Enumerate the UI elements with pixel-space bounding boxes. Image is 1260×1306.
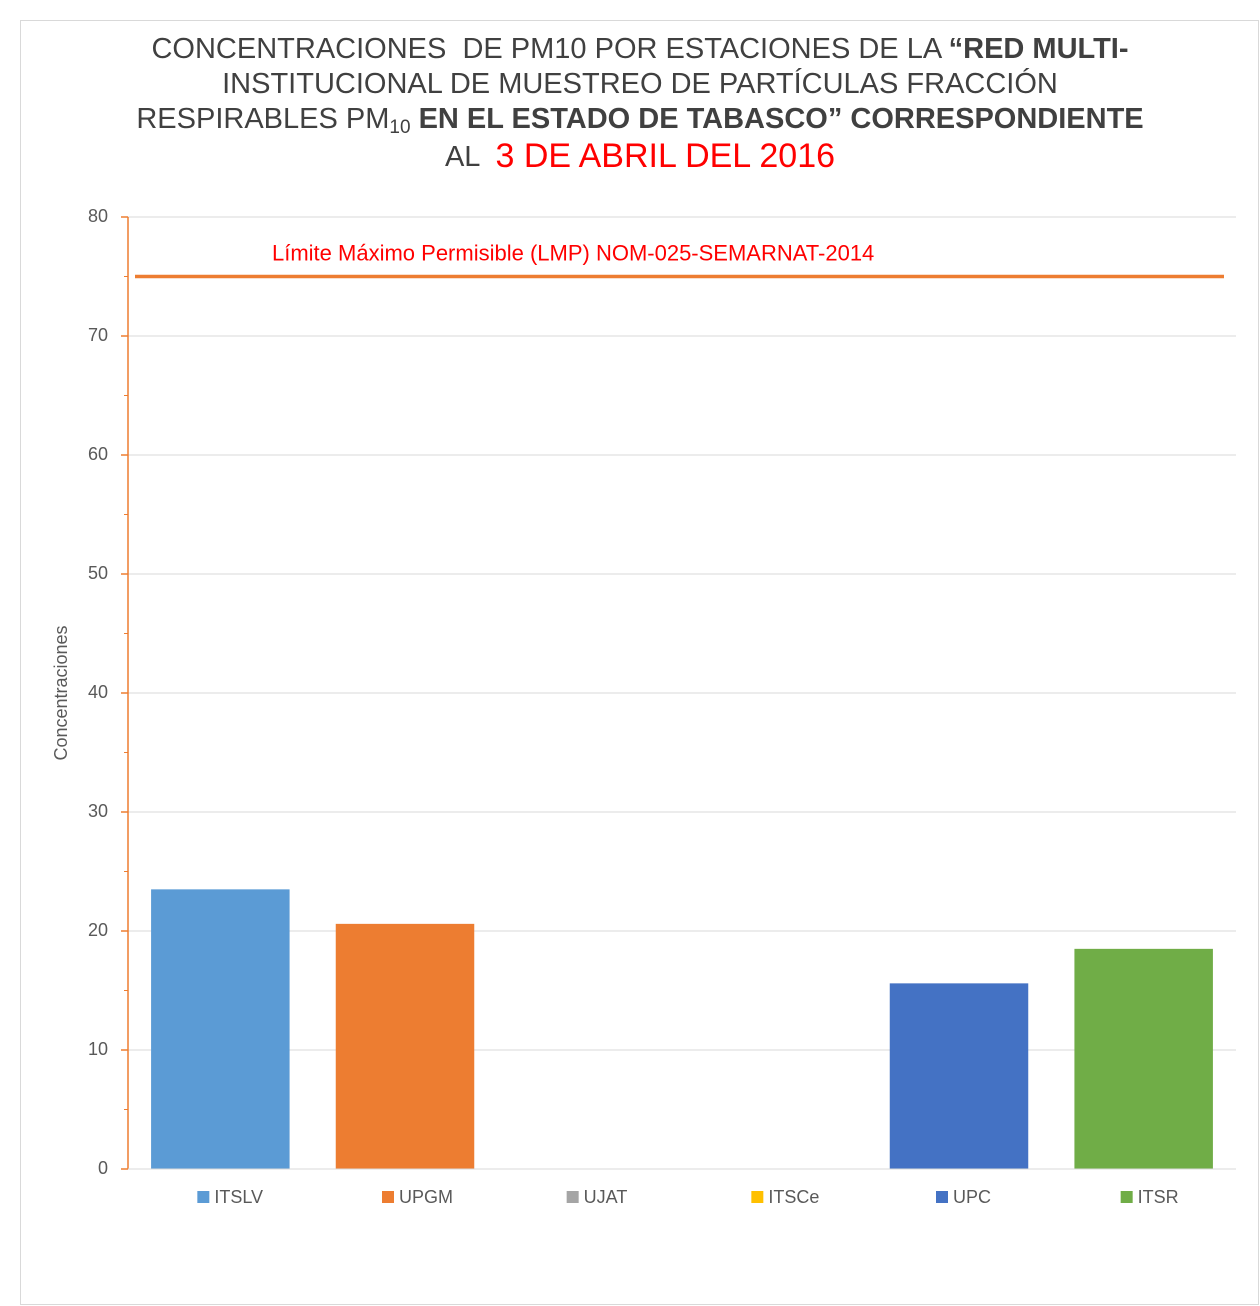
bar — [1074, 948, 1213, 1169]
chart-title: INSTITUCIONAL DE MUESTREO DE PARTÍCULAS … — [222, 67, 1058, 100]
title-part: “RED MULTI- — [949, 33, 1129, 65]
bar — [335, 923, 475, 1169]
legend-label: ITSCe — [768, 1187, 819, 1207]
title-part: 3 DE ABRIL DEL 2016 — [495, 137, 835, 175]
y-tick-label: 50 — [88, 563, 108, 583]
title-part: AL — [445, 141, 496, 173]
reference-label: Límite Máximo Permisible (LMP) NOM-025-S… — [272, 240, 874, 265]
y-tick-label: 70 — [88, 325, 108, 345]
legend-label: ITSLV — [214, 1187, 263, 1207]
y-tick-label: 0 — [98, 1158, 108, 1178]
y-tick-label: 30 — [88, 801, 108, 821]
chart-frame — [20, 20, 1259, 1305]
bar — [151, 889, 290, 1169]
title-part: CONCENTRACIONES DE PM10 POR ESTACIONES D… — [151, 33, 948, 65]
y-axis-label: Concentraciones — [51, 625, 71, 760]
legend-swatch — [751, 1191, 764, 1203]
chart-title: RESPIRABLES PM10 EN EL ESTADO DE TABASCO… — [136, 103, 1143, 138]
title-part: EN EL ESTADO DE TABASCO” CORRESPONDIENTE — [411, 103, 1144, 135]
title-part: 10 — [389, 117, 410, 138]
bar — [889, 983, 1029, 1169]
legend-swatch — [1120, 1191, 1133, 1203]
chart-title: AL 3 DE ABRIL DEL 2016 — [445, 137, 835, 175]
legend-swatch — [566, 1191, 579, 1203]
legend-swatch — [936, 1191, 948, 1203]
title-part: RESPIRABLES PM — [136, 103, 389, 135]
legend-label: UJAT — [584, 1187, 628, 1207]
legend-label: ITSR — [1138, 1187, 1179, 1207]
legend-label: UPGM — [399, 1187, 453, 1207]
chart-title: CONCENTRACIONES DE PM10 POR ESTACIONES D… — [151, 33, 1128, 65]
y-tick-label: 10 — [88, 1039, 108, 1059]
legend-label: UPC — [953, 1187, 991, 1207]
title-part: INSTITUCIONAL DE MUESTREO DE PARTÍCULAS … — [222, 67, 1058, 100]
y-tick-label: 60 — [88, 444, 108, 464]
y-tick-label: 20 — [88, 920, 108, 940]
y-tick-label: 40 — [88, 682, 108, 702]
legend-swatch — [382, 1191, 394, 1203]
legend-swatch — [197, 1191, 210, 1203]
y-tick-label: 80 — [88, 206, 108, 226]
